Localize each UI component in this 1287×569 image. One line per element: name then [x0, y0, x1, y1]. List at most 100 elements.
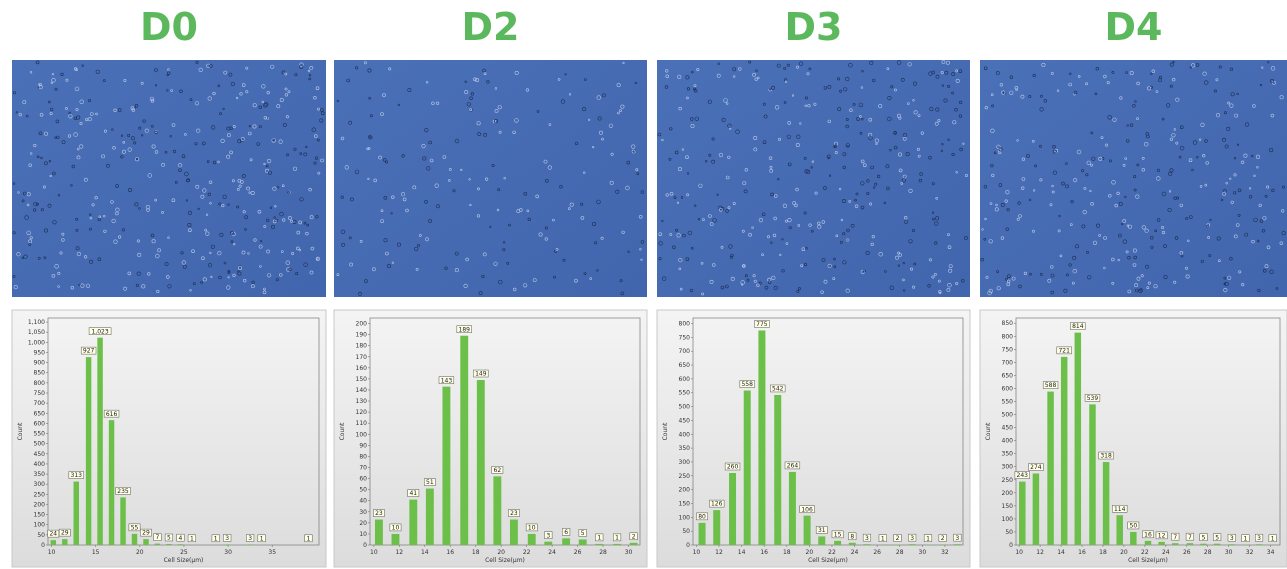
- value-label: 1: [597, 534, 601, 541]
- value-label: 588: [1045, 382, 1057, 389]
- y-tick-label: 450: [34, 451, 46, 458]
- value-label: 1: [881, 535, 885, 542]
- bar: [1130, 532, 1136, 545]
- value-label: 7: [156, 534, 160, 541]
- microscope-image: [980, 60, 1287, 297]
- y-axis-label: Count: [662, 422, 669, 440]
- bar: [1033, 474, 1039, 545]
- screen: D005010015020025030035040045050055060065…: [0, 0, 1287, 569]
- y-tick-label: 800: [679, 321, 691, 328]
- y-tick-label: 50: [37, 532, 45, 539]
- value-label: 24: [49, 531, 57, 538]
- x-tick-label: 28: [599, 549, 607, 556]
- y-tick-label: 200: [1002, 490, 1014, 497]
- value-label: 1: [1271, 535, 1275, 542]
- x-tick-label: 20: [1120, 549, 1128, 556]
- bar: [699, 523, 706, 545]
- bar: [143, 539, 148, 545]
- y-tick-label: 1,050: [28, 329, 45, 336]
- y-tick-label: 1,000: [28, 339, 45, 346]
- value-label: 31: [818, 527, 826, 534]
- x-tick-label: 26: [574, 549, 582, 556]
- y-tick-label: 100: [356, 431, 368, 438]
- y-tick-label: 400: [679, 431, 691, 438]
- value-label: 3: [910, 535, 914, 542]
- bar: [954, 544, 961, 545]
- x-axis-label: Cell Size(μm): [164, 557, 204, 564]
- value-label: 2: [896, 535, 900, 542]
- y-tick-label: 350: [1002, 451, 1014, 458]
- bar: [247, 544, 252, 545]
- x-tick-label: 14: [421, 549, 429, 556]
- bar: [51, 540, 56, 545]
- value-label: 5: [167, 535, 171, 542]
- bar: [894, 544, 901, 545]
- bar: [460, 336, 468, 545]
- y-tick-label: 50: [359, 487, 367, 494]
- bar: [74, 482, 79, 545]
- x-tick-label: 10: [48, 549, 56, 556]
- value-label: 721: [1058, 347, 1070, 354]
- y-tick-label: 400: [34, 461, 46, 468]
- x-tick-label: 24: [548, 549, 556, 556]
- x-tick-label: 10: [370, 549, 378, 556]
- y-tick-label: 20: [359, 520, 367, 527]
- y-tick-label: 300: [679, 459, 691, 466]
- value-label: 1: [190, 535, 194, 542]
- bar: [613, 544, 621, 545]
- bar: [729, 473, 736, 545]
- x-tick-label: 24: [1162, 549, 1170, 556]
- y-tick-label: 0: [686, 542, 690, 549]
- y-tick-label: 750: [1002, 346, 1014, 353]
- value-label: 4: [178, 535, 182, 542]
- bar: [1047, 392, 1053, 545]
- value-label: 7: [1173, 534, 1177, 541]
- value-label: 15: [834, 531, 842, 538]
- bar: [493, 476, 501, 545]
- y-tick-label: 250: [679, 473, 691, 480]
- panel-title: D2: [462, 5, 520, 49]
- value-label: 16: [1144, 531, 1152, 538]
- value-label: 235: [117, 488, 129, 495]
- y-tick-label: 160: [356, 365, 368, 372]
- y-tick-label: 90: [359, 442, 367, 449]
- bar: [818, 536, 825, 545]
- y-tick-label: 750: [34, 390, 46, 397]
- bar: [1089, 404, 1095, 545]
- bar: [1256, 544, 1262, 545]
- y-tick-label: 300: [34, 481, 46, 488]
- bar: [375, 520, 383, 545]
- microscope-image: [334, 60, 647, 297]
- image-background: [334, 60, 647, 297]
- panel-title: D4: [1105, 5, 1163, 49]
- bar: [409, 500, 417, 545]
- x-tick-label: 22: [523, 549, 531, 556]
- bar: [774, 395, 781, 545]
- value-label: 814: [1072, 323, 1084, 330]
- bar: [863, 544, 870, 545]
- value-label: 80: [698, 513, 706, 520]
- value-label: 542: [772, 386, 784, 393]
- value-label: 3: [955, 535, 959, 542]
- bar: [758, 330, 765, 545]
- value-label: 1,023: [91, 328, 108, 335]
- x-tick-label: 18: [1099, 549, 1107, 556]
- y-tick-label: 40: [359, 498, 367, 505]
- y-tick-label: 750: [679, 334, 691, 341]
- value-label: 6: [564, 529, 568, 536]
- value-label: 927: [83, 348, 95, 355]
- y-tick-label: 200: [34, 501, 46, 508]
- y-tick-label: 700: [679, 348, 691, 355]
- value-label: 62: [494, 467, 502, 474]
- bar: [224, 544, 229, 545]
- bar: [426, 489, 434, 545]
- x-tick-label: 26: [1183, 549, 1191, 556]
- bar: [744, 391, 751, 545]
- value-label: 23: [510, 510, 518, 517]
- value-label: 775: [756, 321, 768, 328]
- bar: [155, 544, 160, 545]
- y-tick-label: 500: [34, 441, 46, 448]
- bar: [1061, 357, 1067, 545]
- value-label: 1: [1244, 535, 1248, 542]
- y-tick-label: 300: [1002, 464, 1014, 471]
